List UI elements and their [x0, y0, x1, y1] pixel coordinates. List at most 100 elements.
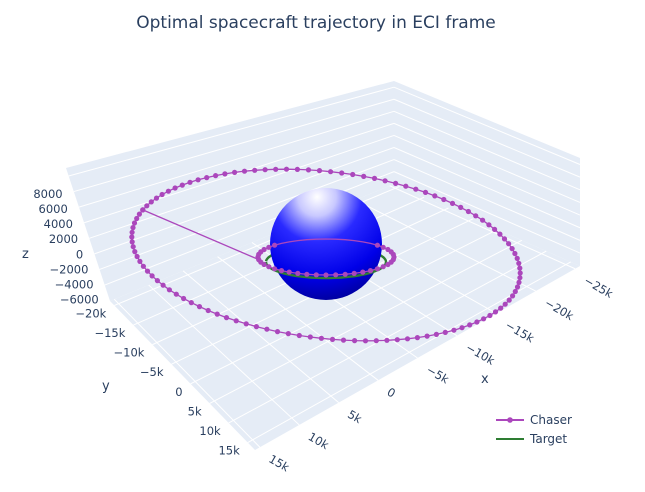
chaser-marker[interactable] — [509, 246, 515, 252]
chaser-marker[interactable] — [129, 229, 135, 235]
chaser-marker[interactable] — [384, 337, 390, 343]
chaser-marker[interactable] — [172, 185, 178, 191]
chaser-marker[interactable] — [516, 260, 522, 266]
chaser-marker[interactable] — [295, 270, 301, 276]
chaser-marker[interactable] — [241, 168, 248, 174]
chaser-marker[interactable] — [374, 266, 380, 272]
chaser-marker[interactable] — [512, 250, 518, 257]
chaser-marker[interactable] — [442, 329, 448, 335]
chaser-marker[interactable] — [465, 208, 471, 215]
chaser-marker[interactable] — [506, 297, 512, 303]
chaser-marker[interactable] — [501, 236, 508, 242]
chaser-marker[interactable] — [516, 279, 522, 285]
chaser-marker[interactable] — [134, 215, 140, 222]
legend-item-target[interactable]: Target — [496, 432, 567, 446]
chaser-marker[interactable] — [253, 324, 259, 330]
chaser-marker[interactable] — [305, 167, 312, 173]
chaser-marker[interactable] — [498, 305, 504, 311]
chaser-marker[interactable] — [149, 273, 155, 279]
chaser-marker[interactable] — [351, 270, 357, 276]
chaser-marker[interactable] — [350, 171, 356, 178]
chaser-marker[interactable] — [502, 301, 508, 307]
chaser-marker[interactable] — [492, 309, 499, 315]
chaser-marker[interactable] — [413, 186, 419, 192]
chaser-marker[interactable] — [304, 271, 310, 277]
chaser-marker[interactable] — [361, 173, 367, 179]
chaser-marker[interactable] — [404, 336, 411, 342]
chaser-marker[interactable] — [385, 261, 391, 268]
chaser-marker[interactable] — [492, 226, 498, 232]
chaser-marker[interactable] — [467, 322, 473, 328]
chaser-marker[interactable] — [432, 193, 438, 199]
chaser-marker[interactable] — [380, 244, 386, 250]
chaser-marker[interactable] — [342, 271, 348, 277]
chaser-marker[interactable] — [204, 175, 210, 181]
chaser-marker[interactable] — [187, 179, 193, 185]
chaser-marker[interactable] — [473, 213, 479, 219]
chaser-marker[interactable] — [373, 338, 379, 344]
chaser-marker[interactable] — [514, 255, 520, 261]
chaser-marker[interactable] — [441, 196, 447, 203]
chaser-marker[interactable] — [160, 282, 166, 288]
chaser-marker[interactable] — [422, 189, 429, 195]
chaser-marker[interactable] — [196, 304, 203, 310]
chaser-marker[interactable] — [286, 269, 292, 275]
chaser-marker[interactable] — [266, 264, 272, 270]
chaser-marker[interactable] — [266, 244, 272, 250]
chaser-marker[interactable] — [506, 241, 512, 247]
chaser-marker[interactable] — [131, 220, 138, 226]
chaser-marker[interactable] — [222, 171, 228, 177]
chaser-marker[interactable] — [144, 203, 150, 209]
chaser-marker[interactable] — [316, 168, 323, 174]
chaser-marker[interactable] — [486, 222, 492, 228]
chaser-marker[interactable] — [394, 337, 400, 343]
chaser-marker[interactable] — [278, 268, 285, 274]
chaser-marker[interactable] — [380, 264, 386, 270]
chaser-marker[interactable] — [367, 268, 374, 274]
chaser-marker[interactable] — [424, 333, 430, 339]
chaser-marker[interactable] — [509, 293, 516, 299]
chaser-marker[interactable] — [329, 336, 336, 342]
chaser-marker[interactable] — [458, 204, 464, 210]
chaser-marker[interactable] — [283, 166, 290, 172]
chaser-marker[interactable] — [352, 338, 358, 344]
chaser-marker[interactable] — [371, 175, 378, 181]
chaser-marker[interactable] — [273, 166, 279, 172]
chaser-marker[interactable] — [137, 258, 143, 264]
chaser-marker[interactable] — [517, 275, 523, 281]
chaser-marker[interactable] — [328, 169, 334, 175]
chaser-marker[interactable] — [517, 270, 523, 276]
chaser-marker[interactable] — [130, 225, 136, 231]
chaser-marker[interactable] — [165, 188, 171, 194]
chaser-marker[interactable] — [148, 199, 154, 205]
chaser-marker[interactable] — [360, 269, 366, 275]
chaser-marker[interactable] — [497, 231, 503, 237]
chaser-marker[interactable] — [153, 195, 160, 201]
chaser-marker[interactable] — [393, 180, 399, 186]
chaser-marker[interactable] — [129, 239, 135, 245]
chaser-marker[interactable] — [136, 211, 142, 217]
chaser-marker[interactable] — [179, 182, 185, 188]
chaser-marker[interactable] — [232, 169, 238, 175]
chaser-marker[interactable] — [214, 311, 220, 317]
chaser-marker[interactable] — [459, 325, 465, 331]
chaser-marker[interactable] — [339, 170, 345, 176]
chaser-marker[interactable] — [433, 331, 439, 337]
chaser-marker[interactable] — [362, 338, 369, 344]
chaser-marker[interactable] — [296, 332, 302, 339]
chaser-marker[interactable] — [134, 253, 140, 260]
chaser-marker[interactable] — [132, 249, 138, 255]
chaser-marker[interactable] — [307, 334, 313, 340]
chaser-marker[interactable] — [323, 272, 329, 278]
chaser-marker[interactable] — [481, 316, 487, 322]
chaser-marker[interactable] — [154, 278, 160, 284]
chaser-marker[interactable] — [313, 272, 319, 278]
chaser-marker[interactable] — [403, 183, 409, 189]
chaser-marker[interactable] — [188, 300, 194, 306]
chaser-marker[interactable] — [451, 327, 457, 333]
chaser-marker[interactable] — [243, 321, 249, 327]
chaser-marker[interactable] — [272, 242, 278, 248]
chaser-marker[interactable] — [414, 335, 420, 341]
chaser-marker[interactable] — [318, 335, 324, 341]
chaser-marker[interactable] — [159, 191, 165, 198]
